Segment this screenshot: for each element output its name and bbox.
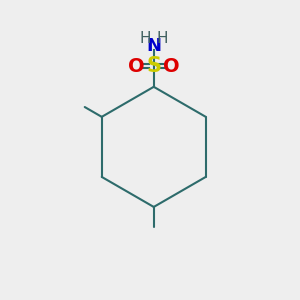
Text: O: O: [163, 56, 179, 76]
Text: H: H: [139, 31, 151, 46]
Text: S: S: [146, 56, 161, 76]
Text: H: H: [157, 31, 168, 46]
Text: O: O: [128, 56, 145, 76]
Text: N: N: [146, 37, 161, 55]
